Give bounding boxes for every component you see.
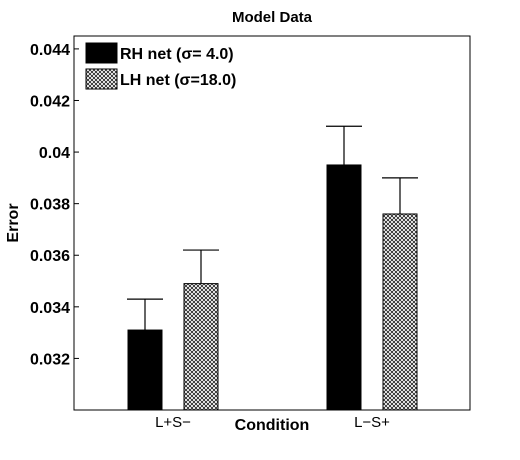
y-tick-label: 0.032: [30, 351, 70, 368]
legend-label-rh: RH net (σ= 4.0): [120, 46, 234, 63]
bar-rh-1: [326, 164, 362, 411]
x-tick-label: L+S−: [155, 414, 191, 431]
y-tick-label: 0.036: [30, 248, 70, 265]
y-tick-label: 0.038: [30, 197, 70, 214]
bar-rh-0: [127, 329, 163, 411]
legend-swatch-lh: [85, 68, 118, 90]
chart-title: Model Data: [232, 9, 313, 26]
y-axis-ticks: 0.032 0.034 0.036 0.038 0.04 0.042 0.044: [30, 42, 79, 368]
legend: RH net (σ= 4.0) LH net (σ=18.0): [85, 42, 236, 90]
plot-frame: [73, 35, 471, 411]
y-tick-label: 0.042: [30, 93, 70, 110]
legend-label-lh: LH net (σ=18.0): [120, 72, 236, 89]
x-axis-categories: L+S− L−S+: [155, 414, 390, 431]
legend-swatch-rh: [85, 42, 118, 64]
y-axis-label: Error: [5, 203, 22, 242]
bar-lh-0: [183, 283, 219, 411]
y-tick-label: 0.044: [30, 42, 70, 59]
y-tick-label: 0.034: [30, 300, 70, 317]
x-axis-label: Condition: [235, 417, 310, 434]
y-tick-label: 0.04: [39, 145, 70, 162]
bars-group: [127, 125, 418, 411]
x-tick-label: L−S+: [354, 414, 390, 431]
bar-lh-1: [382, 213, 418, 411]
